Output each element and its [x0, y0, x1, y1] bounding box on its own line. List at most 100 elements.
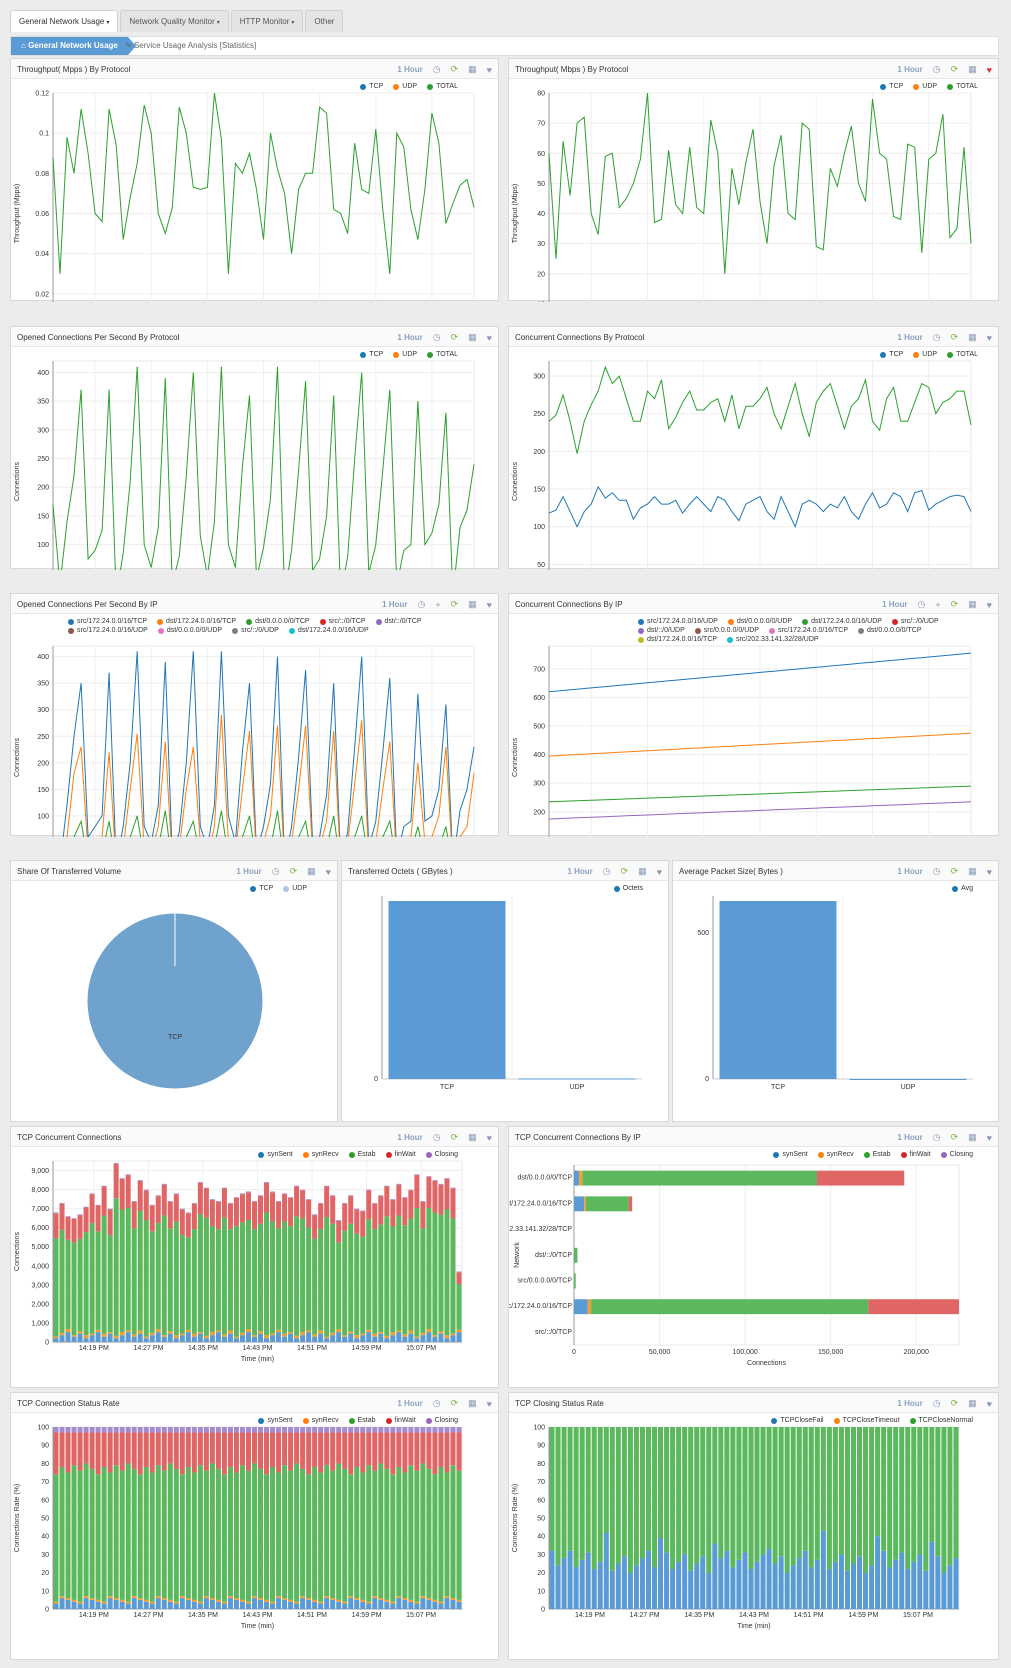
refresh-icon[interactable]: ⟳ [950, 1132, 959, 1142]
refresh-icon[interactable]: ⟳ [950, 64, 959, 74]
add-icon[interactable]: + [435, 599, 441, 610]
legend-item[interactable]: synRecv [302, 1417, 339, 1424]
time-range-selector[interactable]: 1 Hour [397, 1399, 423, 1408]
legend-item[interactable]: finWait [385, 1417, 416, 1424]
table-icon[interactable]: ▦ [307, 866, 316, 876]
legend-item[interactable]: TCP [360, 83, 383, 90]
legend-item[interactable]: dst/0.0.0.0/0/TCP [858, 627, 922, 634]
legend-item[interactable]: src/172.24.0.0/16/TCP [68, 618, 147, 625]
legend-item[interactable]: TOTAL [427, 351, 458, 358]
legend-item[interactable]: src/172.24.0.0/16/TCP [768, 627, 848, 634]
clock-icon[interactable]: ◷ [917, 599, 926, 609]
legend-item[interactable]: dst/172.24.0.0/16/TCP [638, 636, 717, 643]
refresh-icon[interactable]: ⟳ [950, 332, 959, 342]
clock-icon[interactable]: ◷ [432, 332, 441, 342]
legend-item[interactable]: Avg [952, 885, 973, 892]
legend-item[interactable]: synSent [258, 1417, 293, 1424]
legend-item[interactable]: dst/172.24.0.0/16/UDP [802, 618, 882, 625]
time-range-selector[interactable]: 1 Hour [397, 1133, 423, 1142]
tab-general-network-usage[interactable]: General Network Usage ▾ [10, 10, 119, 32]
refresh-icon[interactable]: ⟳ [450, 64, 459, 74]
table-icon[interactable]: ▦ [968, 1398, 977, 1408]
legend-item[interactable]: Closing [425, 1417, 458, 1424]
table-icon[interactable]: ▦ [468, 1398, 477, 1408]
favorite-heart-icon[interactable]: ♥ [986, 64, 992, 75]
legend-item[interactable]: TOTAL [947, 351, 978, 358]
refresh-icon[interactable]: ⟳ [450, 1398, 459, 1408]
legend-item[interactable]: synRecv [302, 1151, 339, 1158]
favorite-heart-icon[interactable]: ♥ [486, 1132, 492, 1143]
time-range-selector[interactable]: 1 Hour [882, 600, 908, 609]
legend-item[interactable]: finWait [900, 1151, 931, 1158]
refresh-icon[interactable]: ⟳ [450, 599, 459, 609]
clock-icon[interactable]: ◷ [932, 64, 941, 74]
legend-item[interactable]: TOTAL [947, 83, 978, 90]
legend-item[interactable]: TCP [250, 885, 273, 892]
favorite-heart-icon[interactable]: ♥ [986, 599, 992, 610]
table-icon[interactable]: ▦ [468, 64, 477, 74]
legend-item[interactable]: synRecv [817, 1151, 854, 1158]
legend-item[interactable]: dst/0.0.0.0/0/TCP [246, 618, 310, 625]
legend-item[interactable]: Closing [425, 1151, 458, 1158]
legend-item[interactable]: UDP [913, 83, 937, 90]
refresh-icon[interactable]: ⟳ [450, 332, 459, 342]
legend-item[interactable]: UDP [393, 351, 417, 358]
clock-icon[interactable]: ◷ [932, 1398, 941, 1408]
clock-icon[interactable]: ◷ [432, 64, 441, 74]
favorite-heart-icon[interactable]: ♥ [486, 1398, 492, 1409]
favorite-heart-icon[interactable]: ♥ [486, 64, 492, 75]
legend-item[interactable]: dst/0.0.0.0/0/UDP [157, 627, 222, 634]
legend-item[interactable]: TCPCloseNormal [909, 1417, 973, 1424]
clock-icon[interactable]: ◷ [432, 1398, 441, 1408]
bar-udp[interactable] [518, 1078, 636, 1080]
legend-item[interactable]: dst/172.24.0.0/16/TCP [157, 618, 236, 625]
legend-item[interactable]: src/::/0/UDP [891, 618, 939, 625]
time-range-selector[interactable]: 1 Hour [397, 333, 423, 342]
legend-item[interactable]: TCPCloseTimeout [833, 1417, 900, 1424]
legend-item[interactable]: src/172.24.0.0/16/UDP [68, 627, 148, 634]
legend-item[interactable]: src/::/0/TCP [319, 618, 366, 625]
table-icon[interactable]: ▦ [968, 64, 977, 74]
legend-item[interactable]: TCPCloseFail [771, 1417, 824, 1424]
time-range-selector[interactable]: 1 Hour [236, 867, 262, 876]
time-range-selector[interactable]: 1 Hour [897, 1399, 923, 1408]
table-icon[interactable]: ▦ [468, 599, 477, 609]
add-icon[interactable]: + [935, 599, 941, 610]
legend-item[interactable]: synSent [258, 1151, 293, 1158]
bar-tcp[interactable] [719, 901, 837, 1079]
time-range-selector[interactable]: 1 Hour [897, 333, 923, 342]
legend-item[interactable]: src/172.24.0.0/16/UDP [638, 618, 718, 625]
bar-udp[interactable] [849, 1079, 967, 1080]
legend-item[interactable]: finWait [385, 1151, 416, 1158]
favorite-heart-icon[interactable]: ♥ [986, 332, 992, 343]
legend-item[interactable]: TCP [880, 83, 903, 90]
clock-icon[interactable]: ◷ [271, 866, 280, 876]
time-range-selector[interactable]: 1 Hour [897, 867, 923, 876]
legend-item[interactable]: dst/172.24.0.0/16/UDP [288, 627, 369, 634]
refresh-icon[interactable]: ⟳ [620, 866, 629, 876]
refresh-icon[interactable]: ⟳ [950, 599, 959, 609]
refresh-icon[interactable]: ⟳ [950, 866, 959, 876]
legend-item[interactable]: UDP [913, 351, 937, 358]
table-icon[interactable]: ▦ [968, 599, 977, 609]
refresh-icon[interactable]: ⟳ [950, 1398, 959, 1408]
legend-item[interactable]: TCP [360, 351, 383, 358]
legend-item[interactable]: Estab [348, 1151, 376, 1158]
table-icon[interactable]: ▦ [468, 1132, 477, 1142]
breadcrumb-general-network-usage[interactable]: ⌂ General Network Usage [11, 37, 136, 55]
table-icon[interactable]: ▦ [968, 866, 977, 876]
clock-icon[interactable]: ◷ [417, 599, 426, 609]
favorite-heart-icon[interactable]: ♥ [486, 332, 492, 343]
favorite-heart-icon[interactable]: ♥ [656, 866, 662, 877]
refresh-icon[interactable]: ⟳ [450, 1132, 459, 1142]
favorite-heart-icon[interactable]: ♥ [986, 1132, 992, 1143]
clock-icon[interactable]: ◷ [932, 1132, 941, 1142]
legend-item[interactable]: TOTAL [427, 83, 458, 90]
legend-item[interactable]: UDP [283, 885, 307, 892]
legend-item[interactable]: src/202.33.141.32/28/UDP [727, 636, 819, 643]
legend-item[interactable]: dst/::/0/TCP [375, 618, 422, 625]
time-range-selector[interactable]: 1 Hour [382, 600, 408, 609]
clock-icon[interactable]: ◷ [432, 1132, 441, 1142]
legend-item[interactable]: dst/0.0.0.0/0/UDP [727, 618, 792, 625]
breadcrumb-service-usage-analysis[interactable]: ✎ Service Usage Analysis [Statistics] [125, 41, 257, 50]
